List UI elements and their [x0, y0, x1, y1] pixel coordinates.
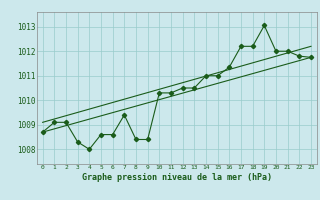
X-axis label: Graphe pression niveau de la mer (hPa): Graphe pression niveau de la mer (hPa) — [82, 173, 272, 182]
